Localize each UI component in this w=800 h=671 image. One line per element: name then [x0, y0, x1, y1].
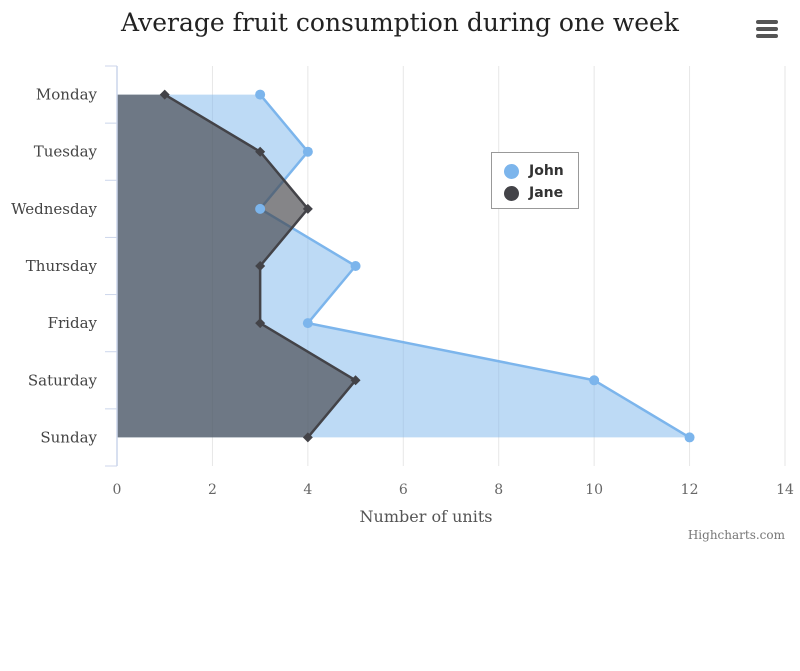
category-label: Sunday: [40, 428, 97, 446]
x-tick-label: 10: [585, 482, 603, 498]
category-label: Thursday: [26, 257, 98, 275]
area-jane: [117, 94, 356, 438]
chart-title: Average fruit consumption during one wee…: [121, 8, 679, 37]
category-label: Tuesday: [34, 143, 98, 161]
x-tick-label: 14: [776, 482, 794, 498]
legend: John Jane: [491, 152, 579, 209]
data-point-jane[interactable]: [159, 89, 170, 100]
category-label: Friday: [48, 314, 98, 332]
data-point-jane[interactable]: [302, 432, 313, 443]
data-point-john[interactable]: [302, 318, 313, 329]
data-point-jane[interactable]: [255, 146, 266, 157]
data-point-john[interactable]: [684, 432, 695, 443]
data-point-john[interactable]: [589, 375, 600, 386]
x-tick-label: 12: [681, 482, 699, 498]
legend-label-john: John: [529, 163, 564, 179]
data-point-jane[interactable]: [302, 203, 313, 214]
data-point-jane[interactable]: [255, 318, 266, 329]
data-point-jane[interactable]: [350, 375, 361, 386]
x-tick-label: 8: [494, 482, 503, 498]
data-point-jane[interactable]: [255, 261, 266, 271]
data-point-john[interactable]: [255, 203, 266, 214]
category-label: Wednesday: [11, 200, 97, 218]
data-point-john[interactable]: [255, 89, 266, 100]
axis-layer: [105, 65, 118, 467]
legend-marker-john: [504, 163, 519, 179]
category-label: Monday: [36, 86, 98, 104]
x-tick-label: 2: [208, 482, 217, 498]
marker-layer: [159, 89, 695, 443]
label-layer: 0 2 4 6 8 10 12 14 Monday Tuesday Wednesday Thursda…: [11, 86, 794, 526]
data-point-john[interactable]: [302, 146, 313, 157]
hamburger-menu-icon[interactable]: [756, 20, 784, 44]
data-point-john[interactable]: [350, 261, 361, 271]
x-tick-label: 4: [303, 482, 312, 498]
legend-item-jane[interactable]: Jane: [504, 183, 563, 203]
legend-label-jane: Jane: [529, 185, 564, 201]
x-tick-label: 0: [113, 482, 122, 498]
legend-item-john[interactable]: John: [504, 161, 564, 181]
legend-marker-jane: [504, 185, 519, 201]
category-label: Saturday: [28, 371, 98, 389]
menu-bar-3: [756, 34, 778, 38]
menu-bar-2: [756, 27, 778, 31]
menu-bar-1: [756, 20, 778, 24]
x-tick-label: 6: [399, 482, 408, 498]
credits-link[interactable]: Highcharts.com: [687, 528, 785, 542]
x-axis-title: Number of units: [360, 507, 493, 526]
